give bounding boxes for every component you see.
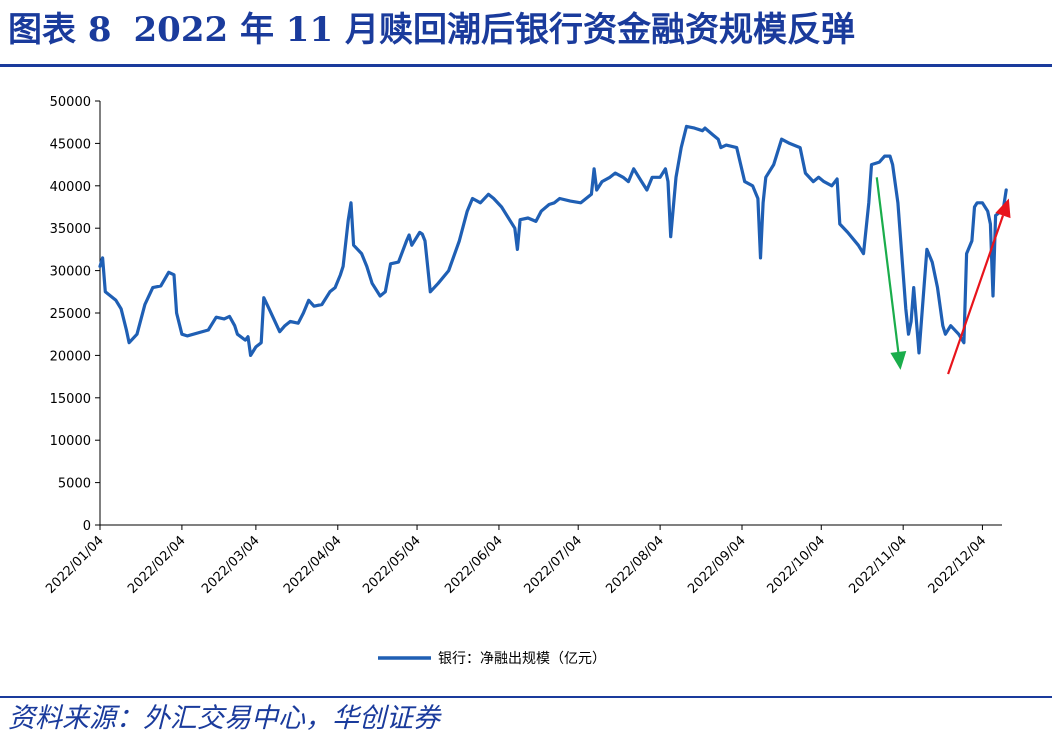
chart-ticks: 0 5000 10000 15000 20000 25000 30000 35000 40000… <box>43 95 989 597</box>
chart-axes <box>99 101 1002 526</box>
y-tick-label: 0 <box>83 519 91 534</box>
x-tick-label: 2022/06/04 <box>442 533 506 597</box>
x-tick-label: 2022/03/04 <box>199 533 263 597</box>
source-rule <box>0 696 1052 698</box>
chart-annotations <box>875 177 1011 375</box>
x-tick-label: 2022/05/04 <box>360 533 424 597</box>
x-tick-label: 2022/02/04 <box>125 533 189 597</box>
y-tick-label: 40000 <box>50 180 91 195</box>
arrow-shaft-down <box>875 177 900 353</box>
x-tick-label: 2022/07/04 <box>521 533 585 597</box>
x-tick-label: 2022/09/04 <box>685 533 749 597</box>
y-tick-label: 10000 <box>50 434 91 449</box>
x-tick-label: 2022/10/04 <box>765 533 829 597</box>
chart-legend: 银行：净融出规模（亿元） <box>378 651 606 667</box>
line-chart: 0 5000 10000 15000 20000 25000 30000 35000 40000… <box>43 95 1011 667</box>
y-tick-label: 25000 <box>50 307 91 322</box>
y-tick-label: 20000 <box>50 349 91 364</box>
title-text: 2022 年 11 月赎回潮后银行资金融资规模反弹 <box>133 10 855 50</box>
arrow-head-up <box>995 198 1011 219</box>
y-tick-label: 30000 <box>50 265 91 280</box>
figure-label: 图表 8 <box>8 10 112 50</box>
x-tick-label: 2022/11/04 <box>846 533 910 597</box>
y-tick-label: 5000 <box>58 477 91 492</box>
y-tick-label: 35000 <box>50 222 91 237</box>
arrow-head-down <box>890 350 907 370</box>
x-tick-label: 2022/08/04 <box>603 533 667 597</box>
arrow-shaft-up <box>947 215 1005 375</box>
y-tick-label: 50000 <box>50 95 91 110</box>
legend-label-0: 银行：净融出规模（亿元） <box>438 651 606 667</box>
x-tick-label: 2022/01/04 <box>43 533 107 597</box>
series-line-0 <box>98 124 1008 357</box>
title-rule <box>0 64 1052 67</box>
y-tick-label: 15000 <box>50 392 91 407</box>
page-title: 图表 8 2022 年 11 月赎回潮后银行资金融资规模反弹 <box>8 6 1048 58</box>
x-tick-label: 2022/12/04 <box>926 533 990 597</box>
y-tick-label: 45000 <box>50 137 91 152</box>
chart-series <box>98 124 1008 357</box>
x-tick-label: 2022/04/04 <box>281 533 345 597</box>
source-note: 资料来源：外汇交易中心，华创证券 <box>8 703 440 734</box>
